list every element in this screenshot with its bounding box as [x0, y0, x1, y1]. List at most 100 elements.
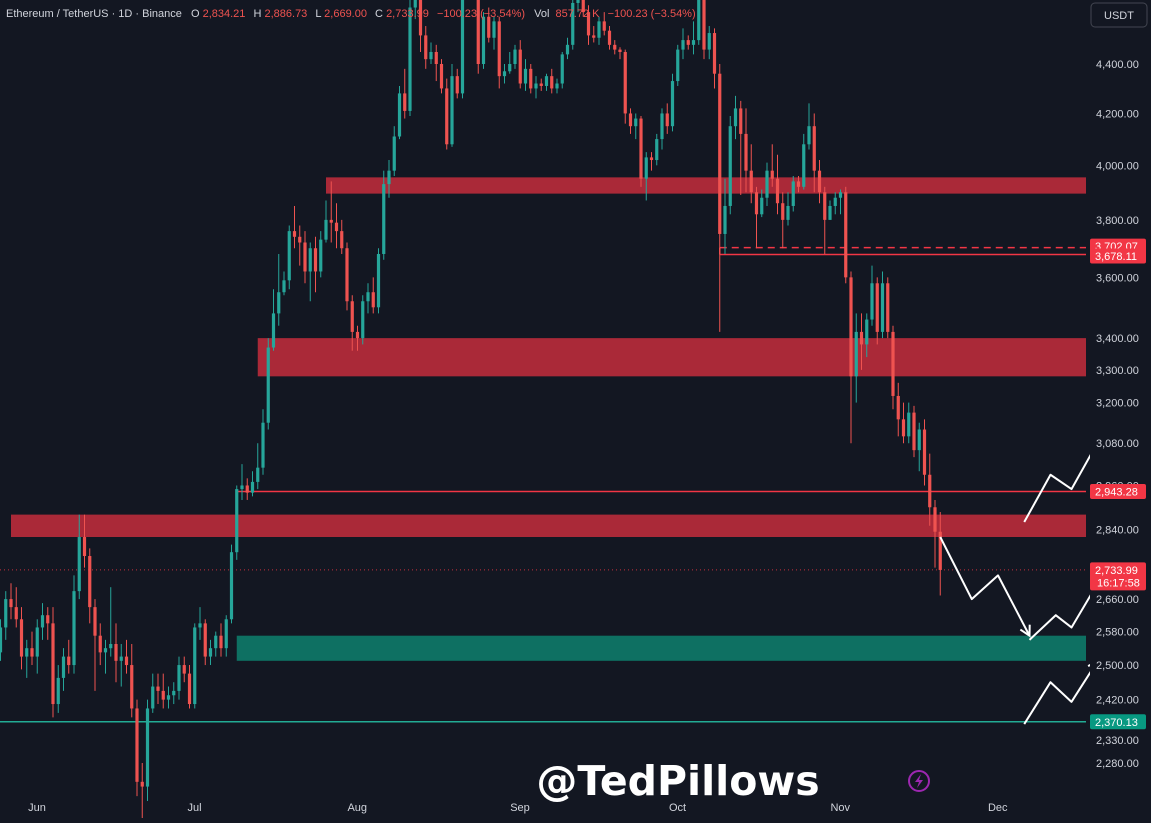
price-tag-2: [1090, 484, 1146, 500]
currency-button[interactable]: USDT: [1090, 2, 1148, 28]
candle-body-142: [733, 108, 738, 127]
high-label: H: [253, 8, 261, 20]
candle-body-76: [387, 170, 391, 185]
candle-body-73: [371, 292, 375, 308]
candle-body-47: [235, 489, 239, 553]
candle-body-167: [865, 319, 869, 345]
candle-body-38: [187, 673, 192, 705]
candle-body-148: [765, 170, 769, 198]
price-axis[interactable]: 4,400.00 4,200.00 4,000.00 3,800.00 3,600.00…: [1090, 28, 1151, 818]
currency-button-frame[interactable]: [1090, 2, 1148, 28]
candle-body-4: [9, 599, 13, 608]
candle-body-78: [397, 93, 402, 137]
candle-body-31: [151, 686, 155, 709]
candle-body-63: [319, 239, 323, 272]
candle-body-16: [72, 591, 76, 666]
candle-body-35: [172, 690, 176, 696]
candle-body-48: [240, 485, 244, 490]
price-tick-label-3: 3,800.00: [1096, 215, 1139, 227]
candle-body-34: [166, 695, 171, 700]
candle-body-32: [156, 686, 160, 691]
candle-body-171: [886, 283, 890, 332]
candle-body-66: [334, 222, 339, 232]
candle-body-157: [812, 126, 816, 171]
candle-body-177: [917, 429, 921, 451]
time-tick-label-1: Jul: [187, 802, 201, 814]
watermark-text: @TedPillows: [536, 757, 819, 805]
candle-body-52: [261, 422, 265, 468]
candle-body-18: [82, 536, 87, 557]
candle-body-11: [46, 615, 50, 624]
candle-body-51: [256, 467, 260, 482]
candle-body-68: [345, 248, 349, 302]
price-tag-label-1: 3,678.11: [1095, 251, 1137, 263]
candle-body-6: [19, 619, 24, 657]
candle-body-100: [513, 49, 517, 64]
candle-body-60: [303, 242, 307, 272]
candle-body-110: [565, 44, 570, 55]
candle-body-27: [130, 665, 134, 709]
candle-body-133: [686, 40, 690, 45]
candle-body-131: [676, 49, 680, 82]
candle-body-139: [718, 73, 722, 234]
candle-body-132: [681, 40, 685, 50]
candle-body-9: [35, 627, 39, 657]
currency-button-label[interactable]: USDT: [1104, 10, 1134, 22]
candles-layer: [0, 0, 942, 823]
candle-body-10: [40, 615, 45, 628]
candle-body-39: [193, 627, 197, 705]
candle-body-71: [361, 301, 365, 339]
candle-body-88: [450, 76, 454, 145]
candle-body-22: [103, 648, 108, 653]
price-tick-label-10: 2,840.00: [1096, 524, 1139, 536]
candle-body-58: [292, 231, 297, 237]
candle-body-43: [214, 635, 218, 649]
candle-body-55: [277, 292, 281, 314]
candle-body-90: [460, 0, 465, 94]
candle-body-85: [434, 51, 438, 64]
price-tag-label-3: 2,733.99: [1095, 565, 1138, 577]
candle-body-65: [329, 219, 333, 223]
candle-body-5: [14, 607, 18, 620]
time-tick-label-5: Nov: [830, 802, 850, 814]
price-tick-label-11: 2,660.00: [1096, 594, 1139, 606]
lightning-icon-bolt[interactable]: [915, 774, 923, 788]
candle-body-147: [760, 197, 764, 215]
candle-body-180: [933, 507, 937, 532]
price-tags: 3,702.073,678.112,943.282,733.9916:17:58…: [1090, 238, 1146, 730]
candle-body-81: [413, 0, 417, 8]
volume-change: −100.23 (−3.54%): [608, 8, 696, 20]
candle-body-61: [308, 248, 312, 272]
candle-body-130: [670, 81, 675, 127]
candle-body-89: [455, 76, 459, 94]
candle-body-53: [266, 347, 270, 423]
time-tick-label-0: Jun: [28, 802, 46, 814]
open-value: 2,834.21: [203, 8, 246, 20]
projection-path-2: [1023, 432, 1104, 523]
candle-body-7: [25, 648, 29, 657]
candle-body-150: [775, 178, 780, 204]
candle-body-86: [439, 64, 444, 89]
candle-body-170: [880, 283, 885, 332]
candle-body-126: [649, 157, 654, 161]
candle-body-178: [922, 429, 927, 475]
price-tick-label-1: 4,200.00: [1096, 108, 1139, 120]
price-tick-label-6: 3,300.00: [1096, 365, 1139, 377]
lightning-icon[interactable]: [908, 770, 930, 792]
candle-body-59: [298, 236, 302, 243]
volume-label: Vol: [534, 8, 549, 20]
candle-body-80: [408, 7, 412, 111]
candle-body-49: [245, 485, 249, 493]
candle-body-62: [313, 248, 318, 272]
candle-body-149: [770, 170, 774, 179]
time-axis[interactable]: Jun Jul Aug Sep Oct Nov Dec: [28, 802, 1008, 814]
candle-body-143: [739, 108, 743, 134]
candle-body-21: [98, 635, 102, 653]
candle-body-125: [644, 157, 648, 179]
candle-body-20: [93, 607, 97, 636]
price-tag-3: [1090, 562, 1146, 591]
lightning-icon-ring[interactable]: [908, 770, 930, 792]
